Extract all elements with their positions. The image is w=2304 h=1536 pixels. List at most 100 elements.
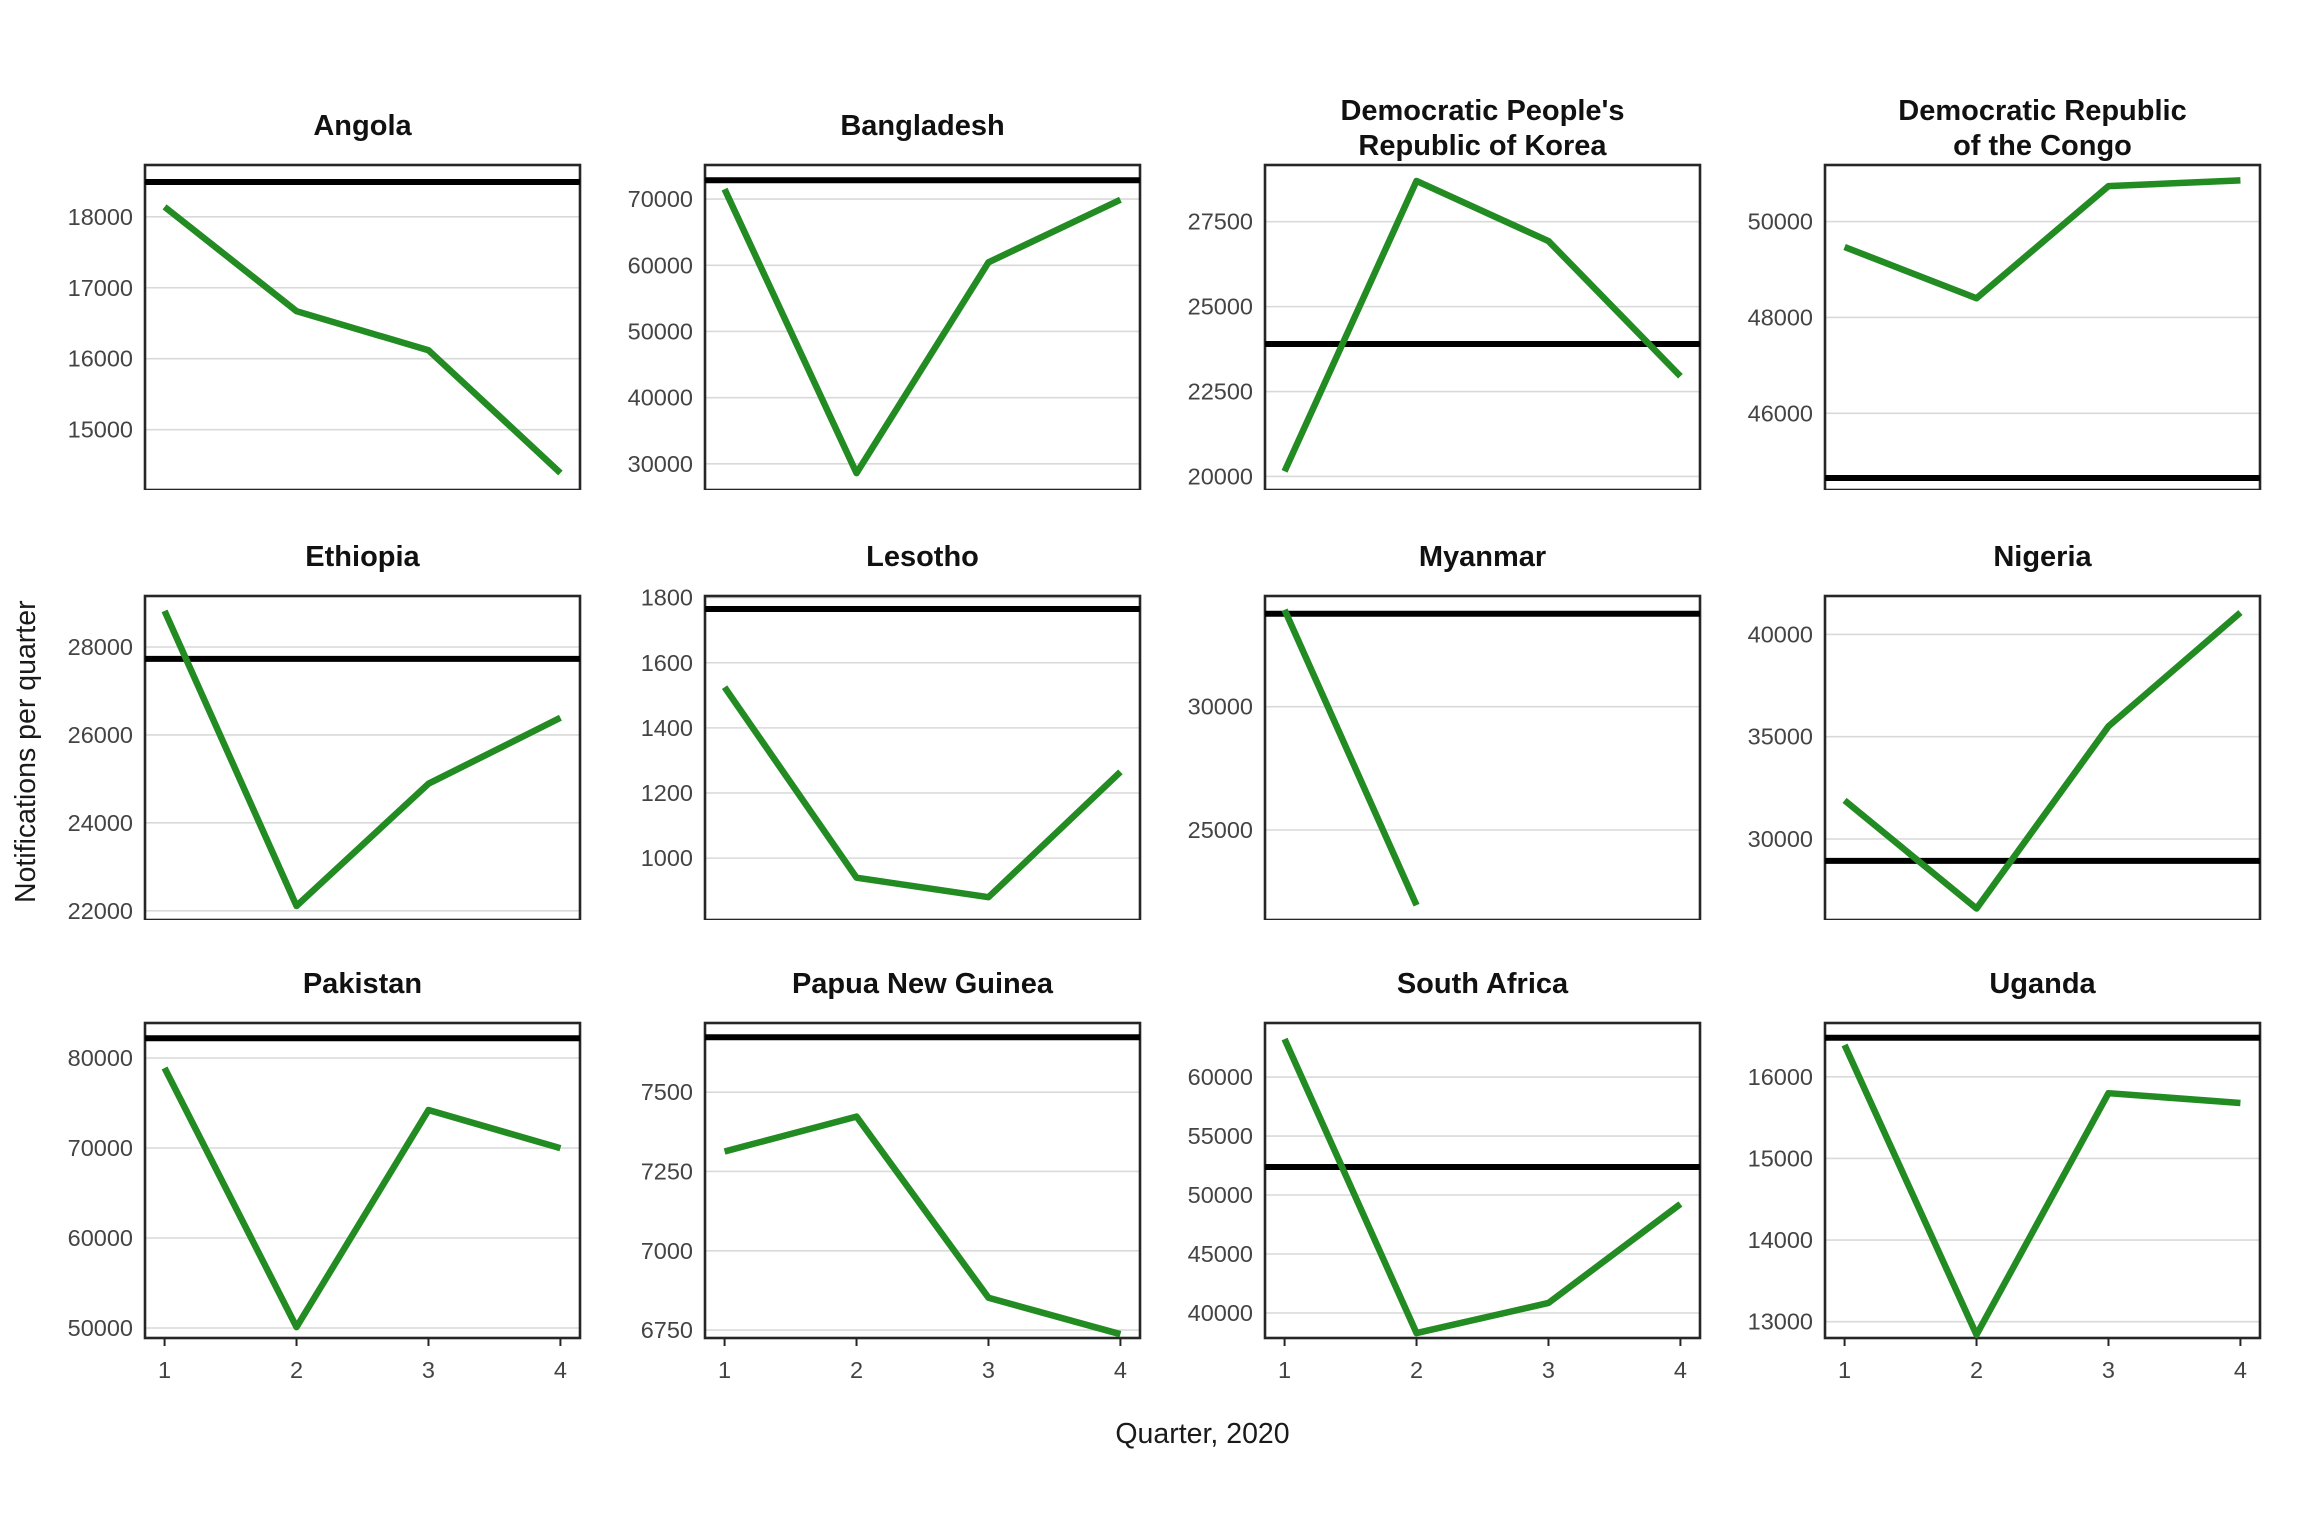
y-tick-label: 55000 bbox=[1188, 1123, 1253, 1149]
y-tick-label: 20000 bbox=[1188, 463, 1253, 489]
y-tick-label: 60000 bbox=[1188, 1064, 1253, 1090]
x-axis-title: Quarter, 2020 bbox=[1115, 1418, 1290, 1450]
x-tick-label: 1 bbox=[718, 1357, 731, 1383]
facet-title: Bangladesh bbox=[840, 110, 1004, 142]
facet-democratic-peoples-republic-of-korea: 20000 22500 25000 27500 Democratic People'sR… bbox=[1188, 95, 1702, 490]
trend-line bbox=[161, 609, 562, 910]
x-tick-label: 2 bbox=[850, 1357, 863, 1383]
x-tick-label: 3 bbox=[1542, 1357, 1555, 1383]
y-tick-label: 35000 bbox=[1748, 724, 1813, 750]
y-tick-label: 50000 bbox=[1748, 209, 1813, 235]
facet-papua-new-guinea: 6750 7000 7250 7500 Papua New Guinea 1 2 3 4 bbox=[641, 968, 1142, 1383]
y-tick-label: 50000 bbox=[68, 1315, 133, 1341]
facet-title: Angola bbox=[313, 110, 412, 142]
panel-border bbox=[143, 163, 582, 490]
trend-line bbox=[1281, 608, 1420, 907]
x-tick-label: 1 bbox=[1838, 1357, 1851, 1383]
facet-pakistan: 50000 60000 70000 80000 Pakistan 1 2 3 4 bbox=[68, 968, 582, 1383]
facet-title: Ethiopia bbox=[305, 541, 420, 573]
y-tick-label: 70000 bbox=[68, 1135, 133, 1161]
facet-south-africa: 40000 45000 50000 55000 60000 South Africa 1 2 3… bbox=[1188, 968, 1702, 1383]
trend-line bbox=[723, 1113, 1122, 1338]
y-tick-label: 13000 bbox=[1748, 1309, 1813, 1335]
y-tick-label: 60000 bbox=[68, 1225, 133, 1251]
trend-line bbox=[1843, 177, 2241, 302]
y-tick-label: 30000 bbox=[1748, 826, 1813, 852]
y-tick-label: 6750 bbox=[641, 1317, 693, 1343]
y-tick-label: 80000 bbox=[68, 1045, 133, 1071]
facet-title: Lesotho bbox=[866, 541, 979, 573]
y-tick-label: 60000 bbox=[628, 252, 693, 278]
y-tick-label: 70000 bbox=[628, 186, 693, 212]
y-tick-label: 30000 bbox=[628, 451, 693, 477]
trend-line bbox=[162, 204, 563, 476]
panel-border bbox=[703, 163, 1142, 490]
y-tick-label: 17000 bbox=[68, 275, 133, 301]
y-tick-label: 40000 bbox=[1188, 1300, 1253, 1326]
y-tick-label: 14000 bbox=[1748, 1227, 1813, 1253]
x-tick-label: 1 bbox=[1278, 1357, 1291, 1383]
y-tick-label: 25000 bbox=[1188, 817, 1253, 843]
y-tick-label: 40000 bbox=[1748, 621, 1813, 647]
panel-border bbox=[703, 1021, 1142, 1340]
x-tick-label: 4 bbox=[2234, 1357, 2247, 1383]
panel-border bbox=[1263, 1021, 1702, 1340]
y-tick-label: 1600 bbox=[641, 650, 693, 676]
y-tick-label: 46000 bbox=[1748, 400, 1813, 426]
trend-line bbox=[161, 1066, 562, 1331]
x-tick-label: 3 bbox=[422, 1357, 435, 1383]
facet-title: Democratic People's bbox=[1340, 95, 1624, 127]
x-tick-label: 1 bbox=[158, 1357, 171, 1383]
y-tick-label: 1800 bbox=[641, 585, 693, 611]
y-tick-label: 1000 bbox=[641, 845, 693, 871]
x-tick-label: 4 bbox=[554, 1357, 567, 1383]
y-tick-label: 15000 bbox=[1748, 1145, 1813, 1171]
y-tick-label: 48000 bbox=[1748, 304, 1813, 330]
facet-ethiopia: 22000 24000 26000 28000 Ethiopia bbox=[68, 541, 582, 920]
y-tick-label: 18000 bbox=[68, 204, 133, 230]
trend-line bbox=[721, 187, 1122, 477]
trend-line bbox=[1841, 1043, 2241, 1338]
panel-border bbox=[1823, 1021, 2262, 1340]
panel-border bbox=[143, 594, 582, 920]
trend-line bbox=[1842, 610, 2243, 912]
y-tick-label: 22000 bbox=[68, 898, 133, 920]
facet-title: Nigeria bbox=[1993, 541, 2092, 573]
y-tick-label: 16000 bbox=[1748, 1064, 1813, 1090]
facet-title: Papua New Guinea bbox=[792, 968, 1054, 1000]
y-tick-label: 40000 bbox=[628, 385, 693, 411]
y-tick-label: 1400 bbox=[641, 715, 693, 741]
x-tick-label: 3 bbox=[2102, 1357, 2115, 1383]
facet-lesotho: 1000 1200 1400 1600 1800 Lesotho bbox=[641, 541, 1142, 920]
x-tick-label: 4 bbox=[1114, 1357, 1127, 1383]
panel-border bbox=[703, 594, 1142, 920]
panel-border bbox=[1823, 163, 2262, 490]
facet-nigeria: 30000 35000 40000 Nigeria bbox=[1748, 541, 2262, 920]
y-tick-label: 1200 bbox=[641, 780, 693, 806]
facet-title: South Africa bbox=[1397, 968, 1569, 1000]
panel-border bbox=[143, 1021, 582, 1340]
facet-title: Pakistan bbox=[303, 968, 422, 1000]
y-tick-label: 15000 bbox=[68, 417, 133, 443]
y-tick-label: 30000 bbox=[1188, 694, 1253, 720]
panel-border bbox=[1263, 163, 1702, 490]
y-tick-label: 26000 bbox=[68, 722, 133, 748]
facet-title: Myanmar bbox=[1419, 541, 1546, 573]
trend-line bbox=[721, 685, 1123, 901]
y-tick-label: 7000 bbox=[641, 1238, 693, 1264]
facet-uganda: 13000 14000 15000 16000 Uganda 1 2 3 4 bbox=[1748, 968, 2262, 1383]
panel-border bbox=[1263, 594, 1702, 920]
facet-angola: 15000 16000 17000 18000 Angola bbox=[68, 110, 582, 490]
trend-line bbox=[1281, 177, 1683, 473]
facet-title: Democratic Republic bbox=[1898, 95, 2186, 127]
x-tick-label: 2 bbox=[1970, 1357, 1983, 1383]
y-tick-label: 24000 bbox=[68, 810, 133, 836]
y-tick-label: 25000 bbox=[1188, 294, 1253, 320]
y-axis-title: Notifications per quarter bbox=[10, 600, 42, 903]
y-tick-label: 22500 bbox=[1188, 379, 1253, 405]
y-tick-label: 27500 bbox=[1188, 209, 1253, 235]
facet-title: of the Congo bbox=[1953, 130, 2132, 162]
y-tick-label: 50000 bbox=[1188, 1182, 1253, 1208]
